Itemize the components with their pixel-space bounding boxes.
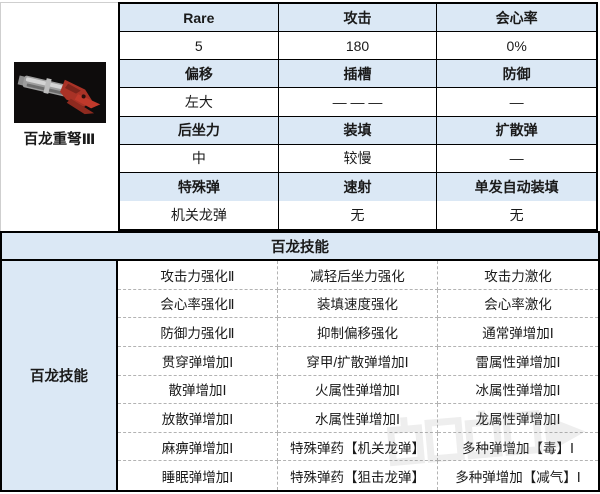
skill-cell: 会心率强化Ⅱ: [118, 289, 278, 319]
stat-header-rare: Rare: [120, 4, 279, 33]
rampage-skills-side-label: 百龙技能: [2, 261, 118, 490]
stat-header-spread-ammo: 扩散弹: [437, 116, 596, 145]
stat-header-recoil: 后坐力: [120, 116, 279, 145]
weapon-panel: 百龙重弩Ⅲ: [0, 2, 118, 231]
skill-cell: 多种弹增加【毒】Ⅰ: [438, 433, 598, 462]
skill-cell: 会心率激化: [438, 290, 598, 319]
stat-value-auto-reload: 无: [437, 200, 596, 229]
skill-cell: 贯穿弹增加Ⅰ: [118, 346, 278, 376]
skill-cell: 冰属性弹增加Ⅰ: [438, 376, 598, 405]
stat-value-slots: — — —: [278, 88, 438, 117]
skill-cell: 攻击力激化: [438, 261, 598, 290]
stat-header-defense: 防御: [437, 60, 596, 89]
skill-cell: 穿甲/扩散弹增加Ⅰ: [278, 346, 438, 376]
skill-cell: 麻痹弹增加Ⅰ: [118, 432, 278, 462]
stat-header-affinity: 会心率: [437, 4, 596, 33]
stat-value-recoil: 中: [120, 144, 279, 173]
skill-cell: 龙属性弹增加Ⅰ: [438, 404, 598, 433]
stat-header-deviation: 偏移: [120, 60, 279, 89]
weapon-name: 百龙重弩Ⅲ: [23, 132, 96, 148]
stat-value-attack: 180: [278, 32, 438, 61]
skill-cell: 雷属性弹增加Ⅰ: [438, 347, 598, 376]
skill-cell: 放散弹增加Ⅰ: [118, 404, 278, 433]
skill-cell: 特殊弹药【狙击龙弹】: [278, 461, 438, 490]
stat-value-rare: 5: [120, 32, 279, 61]
skill-cell: 多种弹增加【减气】Ⅰ: [455, 469, 581, 485]
stat-value-defense: —: [437, 88, 596, 117]
skill-cell: 水属性弹增加Ⅰ: [278, 404, 438, 433]
stat-header-reload: 装填: [278, 116, 438, 145]
stat-value-rapid-fire: 无: [278, 200, 438, 229]
rampage-skills-banner: 百龙技能: [0, 231, 600, 261]
stat-header-attack: 攻击: [278, 4, 438, 33]
skill-cell: 防御力强化Ⅱ: [118, 318, 278, 347]
stat-value-deviation: 左大: [120, 88, 279, 117]
stat-value-special-ammo: 机关龙弹: [120, 200, 279, 229]
skill-cell: 抑制偏移强化: [278, 318, 438, 347]
skill-cell: 散弹增加Ⅰ: [118, 375, 278, 405]
skill-cell: 攻击力强化Ⅱ: [118, 261, 278, 290]
stats-table: Rare 攻击 会心率 5 180 0% 偏移 插槽 防御 左大 — — — —…: [118, 2, 598, 231]
skill-cell: 通常弹增加Ⅰ: [438, 318, 598, 347]
stat-value-affinity: 0%: [437, 32, 596, 61]
stat-value-spread-ammo: —: [437, 144, 596, 173]
skill-cell: 减轻后坐力强化: [278, 261, 438, 290]
stat-header-auto-reload: 单发自动装填: [437, 172, 596, 201]
skill-cell: 特殊弹药【机关龙弹】: [278, 432, 438, 462]
skill-cell: 装填速度强化: [278, 289, 438, 319]
skill-cell: 火属性弹增加Ⅰ: [278, 375, 438, 405]
stat-value-reload: 较慢: [278, 144, 438, 173]
weapon-image: [13, 62, 106, 123]
stat-header-slots: 插槽: [278, 60, 438, 89]
rampage-skills-table: 百龙技能 攻击力强化Ⅱ 减轻后坐力强化 攻击力激化 会心率强化Ⅱ 装填速度强化 …: [0, 261, 600, 492]
stat-header-rapid-fire: 速射: [278, 172, 438, 201]
skill-cell: 睡眠弹增加Ⅰ: [118, 461, 278, 490]
stat-header-special-ammo: 特殊弹: [120, 172, 279, 201]
